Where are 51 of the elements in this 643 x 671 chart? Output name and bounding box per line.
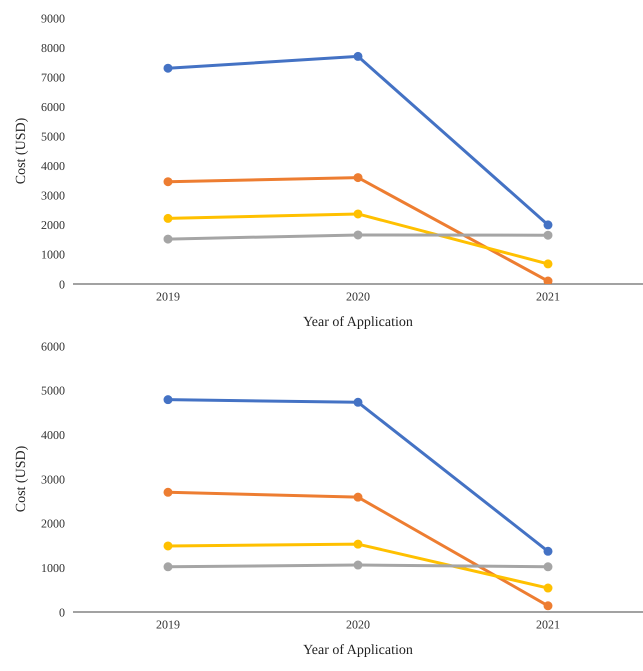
point [354, 52, 362, 61]
x-tick-label: 2021 [536, 290, 560, 304]
point [544, 546, 552, 556]
point [544, 230, 552, 240]
point [164, 562, 172, 572]
y-tick-label: 1000 [41, 560, 65, 575]
x-tick-label: 2019 [156, 618, 180, 632]
point [544, 562, 552, 572]
point [354, 540, 362, 549]
point [544, 276, 552, 284]
point [354, 173, 362, 182]
x-axis-title: Year of Application [303, 643, 413, 658]
y-axis-title: Cost (USD) [14, 445, 29, 512]
y-tick-label: 7000 [41, 70, 65, 84]
point [544, 601, 552, 610]
point [544, 220, 552, 230]
y-tick-label: 5000 [41, 129, 65, 144]
point [164, 64, 172, 73]
y-tick-label: 4000 [41, 428, 65, 442]
point [354, 209, 362, 218]
y-tick-label: 6000 [41, 100, 65, 114]
y-tick-label: 3000 [41, 188, 65, 203]
y-axis-title: Cost (USD) [14, 117, 29, 184]
y-tick-label: 5000 [41, 384, 65, 398]
point [354, 560, 362, 570]
y-tick-label: 8000 [41, 40, 65, 55]
point [164, 488, 172, 497]
point [164, 214, 172, 223]
point [544, 584, 552, 593]
point [354, 230, 362, 240]
point [164, 234, 172, 244]
y-tick-label: 1000 [41, 248, 65, 262]
y-tick-label: 4000 [41, 159, 65, 174]
y-tick-label: 2000 [41, 218, 65, 232]
point [544, 259, 552, 268]
x-tick-label: 2021 [536, 618, 560, 632]
y-tick-label: 3000 [41, 472, 65, 486]
point [354, 492, 362, 502]
y-tick-label: 0 [59, 277, 65, 292]
x-tick-label: 2020 [346, 618, 370, 632]
point [164, 395, 172, 404]
x-tick-label: 2020 [346, 290, 370, 304]
x-tick-label: 2019 [156, 290, 180, 304]
point [164, 541, 172, 550]
point [164, 177, 172, 186]
y-tick-label: 9000 [41, 11, 65, 26]
y-tick-label: 6000 [41, 339, 65, 354]
point [354, 398, 362, 407]
y-tick-label: 2000 [41, 516, 65, 531]
x-axis-title: Year of Application [303, 315, 413, 330]
y-tick-label: 0 [59, 605, 65, 620]
